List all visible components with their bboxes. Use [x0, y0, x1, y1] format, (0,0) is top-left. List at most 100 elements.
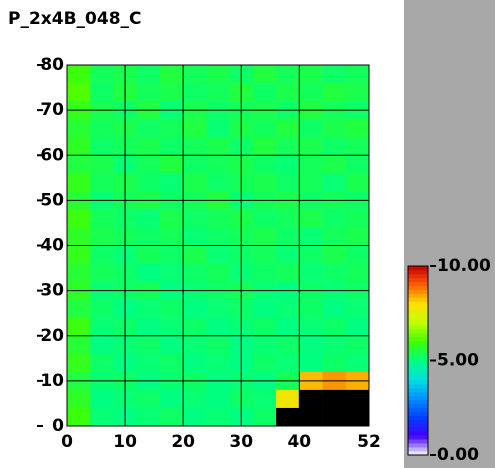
- cell: [206, 299, 230, 318]
- cell: [206, 119, 230, 138]
- cell: [322, 173, 347, 192]
- cell: [159, 155, 184, 174]
- y-tick-label: 20: [40, 326, 64, 346]
- chart-title: P_2x4B_048_C: [8, 9, 142, 29]
- colorbar-band: [408, 447, 428, 452]
- cell: [159, 407, 184, 427]
- colorbar-band: [408, 384, 428, 389]
- cell: [252, 407, 277, 427]
- cell: [345, 245, 370, 264]
- cell: [299, 245, 323, 264]
- cell: [159, 335, 184, 355]
- cell: [252, 155, 277, 174]
- cell: [183, 83, 207, 102]
- cell: [136, 245, 161, 264]
- colorbar-band: [408, 427, 428, 432]
- cell: [136, 263, 161, 282]
- colorbar-tick-label: 5.00: [437, 351, 479, 371]
- cell: [159, 209, 184, 228]
- colorbar-band: [408, 443, 428, 448]
- cell: [299, 335, 323, 355]
- cell: [67, 209, 91, 228]
- cell: [183, 245, 207, 264]
- cell: [276, 245, 300, 264]
- cell: [299, 209, 323, 228]
- missing-cell: [299, 389, 323, 409]
- cell: [252, 389, 277, 409]
- cell: [159, 263, 184, 282]
- colorbar-band: [408, 372, 428, 377]
- colorbar-band: [408, 356, 428, 361]
- x-tick-label: 40: [287, 432, 311, 452]
- cell: [67, 227, 91, 246]
- x-tick-label: 0: [61, 432, 73, 452]
- colorbar-band: [408, 399, 428, 405]
- cell: [90, 299, 114, 318]
- cell: [276, 119, 300, 138]
- cell: [276, 65, 300, 84]
- y-tick-label: 70: [40, 100, 64, 120]
- cell: [90, 263, 114, 282]
- y-tick-label: 80: [40, 55, 64, 75]
- cell: [276, 209, 300, 228]
- cell: [345, 299, 370, 318]
- cell: [183, 227, 207, 246]
- cell: [183, 137, 207, 156]
- cell: [183, 353, 207, 373]
- cell: [322, 227, 347, 246]
- cell: [299, 119, 323, 138]
- cell: [67, 137, 91, 156]
- colorbar-band: [408, 364, 428, 369]
- cell: [322, 137, 347, 156]
- cell: [322, 119, 347, 138]
- cell: [136, 155, 161, 174]
- cell: [276, 299, 300, 318]
- cell: [183, 335, 207, 355]
- cell: [252, 173, 277, 192]
- cell: [322, 317, 347, 337]
- colorbar-band: [408, 273, 428, 279]
- cell: [322, 353, 347, 373]
- colorbar-band: [408, 431, 428, 436]
- cell: [206, 353, 230, 373]
- x-tick-label: 52: [357, 432, 381, 452]
- cell: [90, 155, 114, 174]
- cell: [67, 263, 91, 282]
- x-tick-label: 20: [171, 432, 195, 452]
- cell: [67, 353, 91, 373]
- cell: [159, 299, 184, 318]
- cell: [345, 137, 370, 156]
- colorbar-band: [408, 403, 428, 409]
- cell: [90, 173, 114, 192]
- cell: [90, 245, 114, 264]
- cell: [206, 209, 230, 228]
- cell: [276, 137, 300, 156]
- cell: [299, 299, 323, 318]
- cell: [252, 245, 277, 264]
- colorbar-band: [408, 423, 428, 428]
- cell: [252, 137, 277, 156]
- cell: [67, 407, 91, 427]
- cell: [345, 83, 370, 102]
- cell: [206, 245, 230, 264]
- cell: [276, 353, 300, 373]
- cell: [159, 119, 184, 138]
- cell: [206, 263, 230, 282]
- x-tick-label: 30: [229, 432, 253, 452]
- colorbar-band: [408, 281, 428, 286]
- y-tick-label: 60: [40, 145, 64, 165]
- colorbar-band: [408, 419, 428, 424]
- cell: [206, 317, 230, 337]
- cell: [322, 263, 347, 282]
- colorbar-band: [408, 411, 428, 416]
- cell: [159, 317, 184, 337]
- cell: [183, 119, 207, 138]
- cell: [183, 173, 207, 192]
- colorbar-band: [408, 380, 428, 385]
- cell: [299, 65, 323, 84]
- cell: [90, 389, 114, 409]
- cell: [67, 245, 91, 264]
- cell: [90, 137, 114, 156]
- cell: [183, 407, 207, 427]
- cell: [67, 335, 91, 355]
